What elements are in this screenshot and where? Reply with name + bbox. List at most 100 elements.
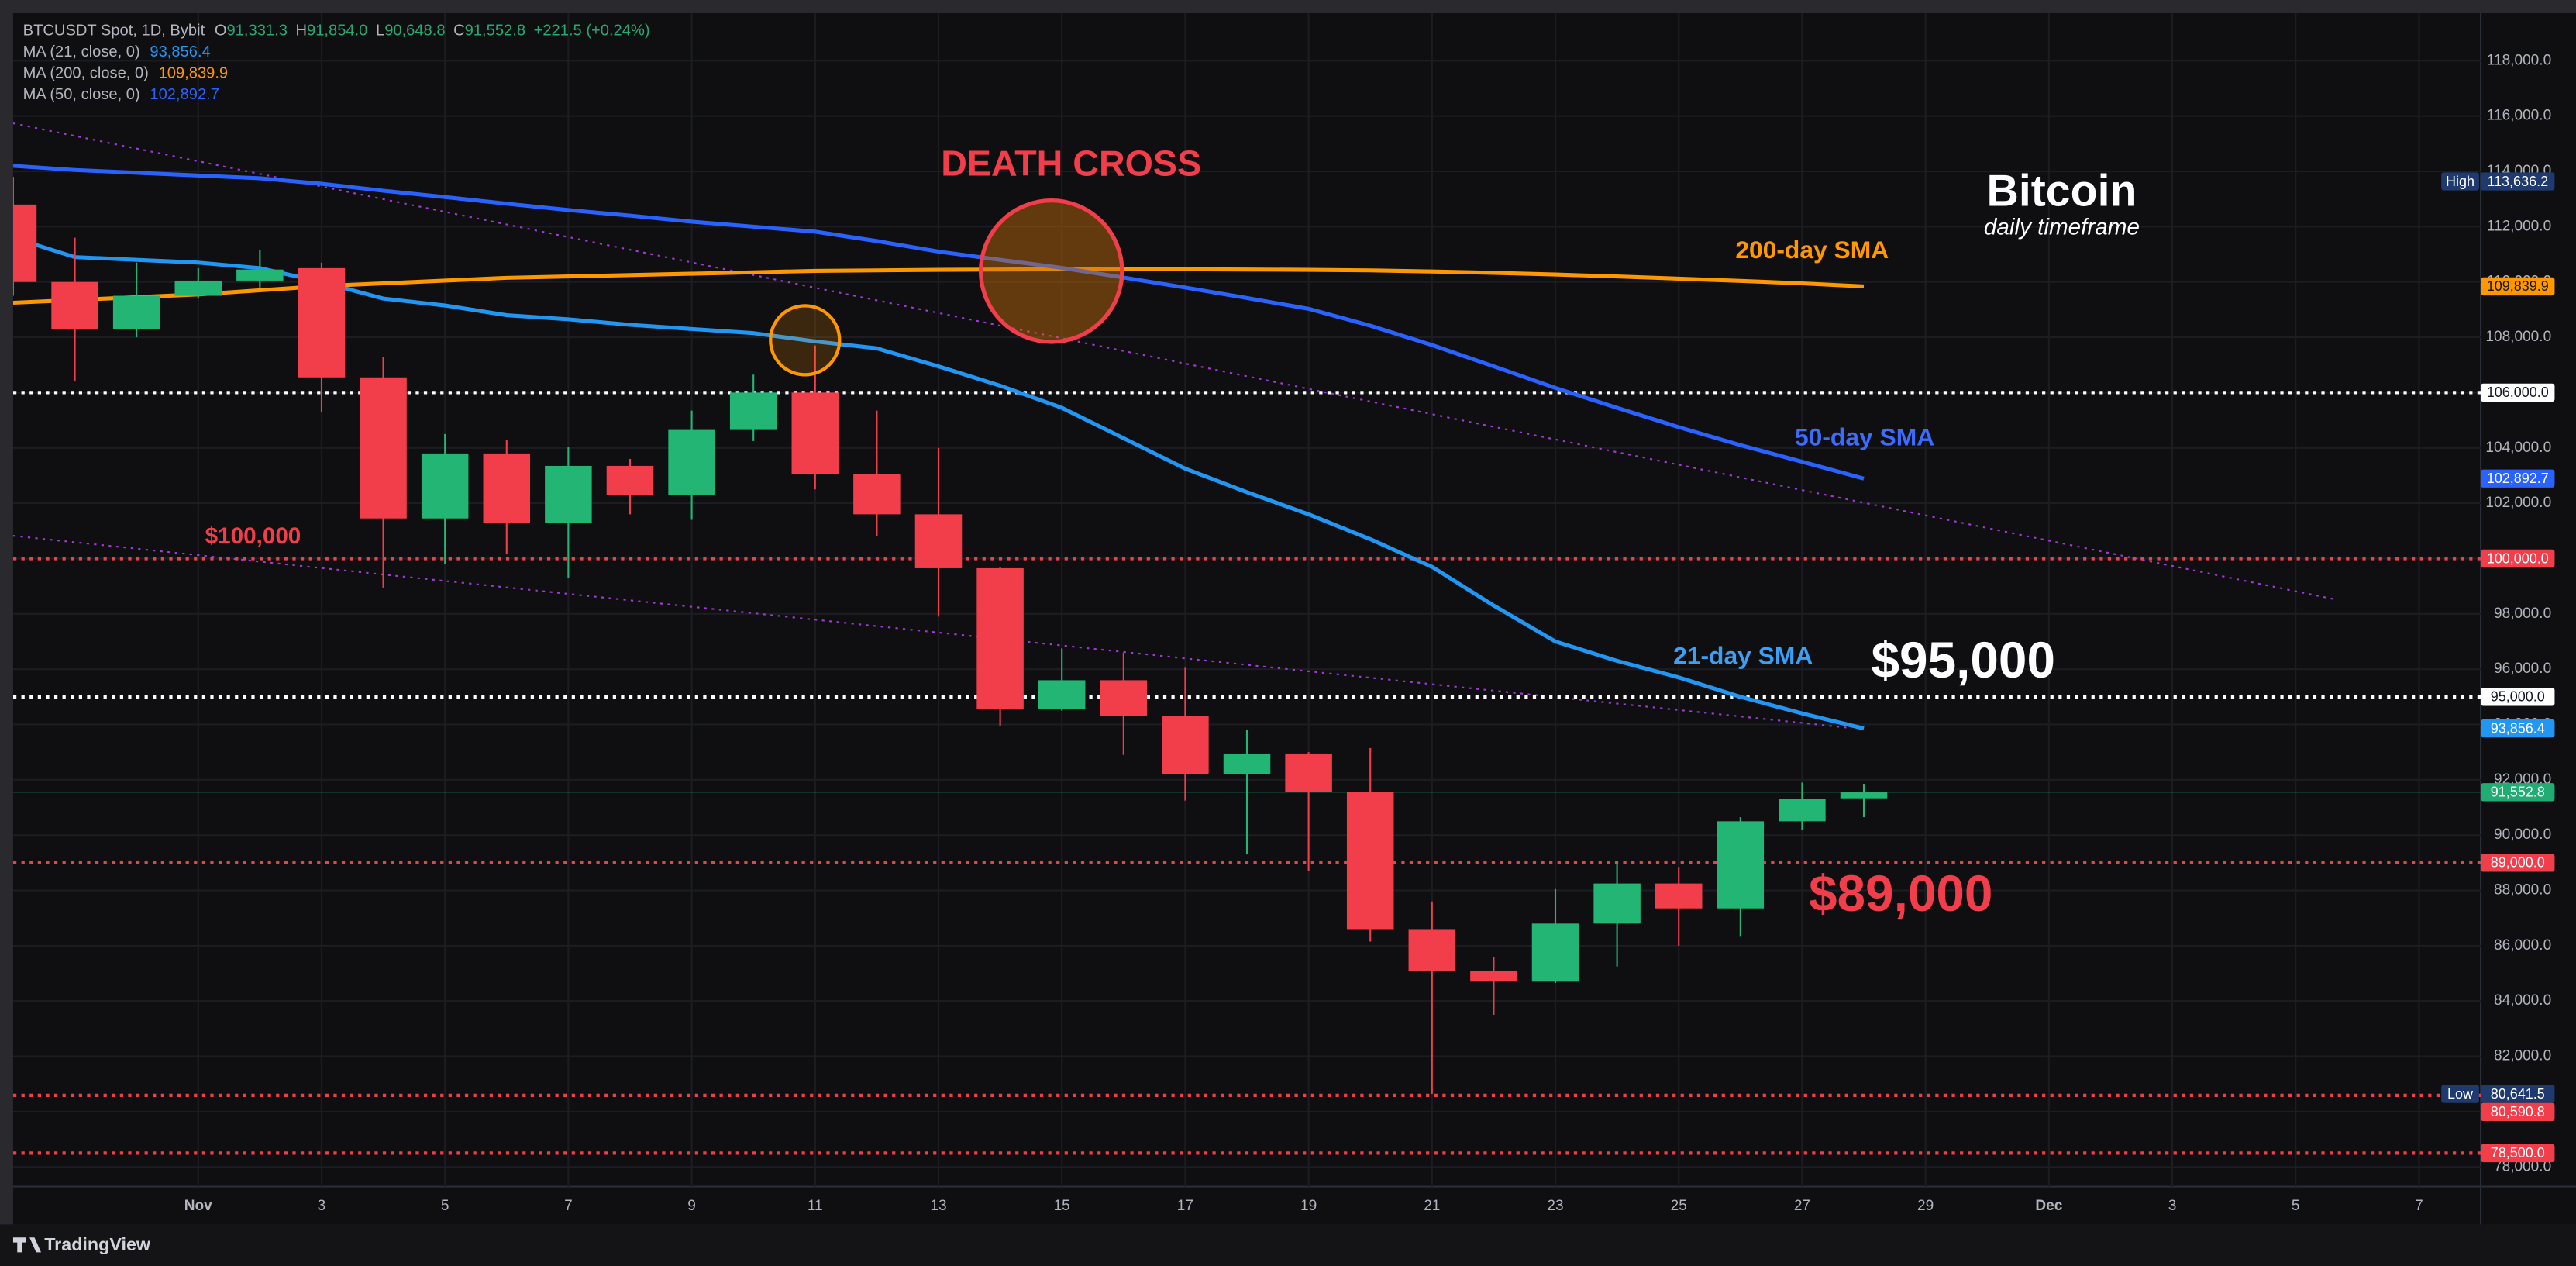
price-tag-label: 102,892.7	[2487, 471, 2549, 486]
death-cross-marker	[978, 198, 1124, 344]
legend: BTCUSDT Spot, 1D, Bybit O91,331.3 H91,854.…	[23, 22, 650, 104]
legend-ma-value: 102,892.7	[150, 86, 219, 103]
annotation: $95,000	[1872, 632, 2056, 688]
plot-area	[12, 122, 2481, 1155]
x-tick-label: 19	[1300, 1198, 1317, 1214]
candle-body	[1779, 799, 1826, 822]
price-tag-prefix-label: Low	[2447, 1086, 2474, 1102]
moving-average-line	[12, 164, 1865, 481]
price-axis: 78,000.080,000.082,000.084,000.086,000.0…	[184, 52, 2555, 1214]
candle-body	[174, 280, 222, 296]
y-tick-label: 112,000.0	[2487, 218, 2551, 234]
candle-body	[545, 465, 592, 523]
x-tick-label: 23	[1547, 1198, 1563, 1214]
price-tag-label: 91,552.8	[2491, 785, 2545, 800]
legend-key: C	[453, 22, 465, 40]
legend-change: +221.5 (+0.24%)	[534, 22, 650, 40]
x-tick-label: 21	[1424, 1198, 1440, 1214]
x-tick-label: 13	[930, 1198, 946, 1214]
legend-ma-value: 109,839.9	[159, 65, 229, 82]
price-tag-label: 93,856.4	[2491, 720, 2545, 736]
price-tag	[2481, 854, 2555, 872]
x-tick-label: 27	[1794, 1198, 1810, 1214]
annotation: 200-day SMA	[1735, 236, 1889, 264]
legend-ma-name: MA (21, close, 0)	[23, 43, 140, 60]
candle-body	[791, 392, 839, 474]
legend-value: 91,854.0	[307, 22, 367, 40]
candle-body	[729, 392, 777, 430]
y-tick-label: 116,000.0	[2487, 108, 2551, 124]
candle-body	[853, 474, 901, 515]
price-tag-prefix	[2441, 1085, 2479, 1103]
trendline	[12, 535, 1852, 730]
x-tick-label: 17	[1177, 1198, 1193, 1214]
y-tick-label: 86,000.0	[2494, 937, 2551, 954]
y-tick-label: 90,000.0	[2494, 826, 2551, 843]
candle-body	[1531, 923, 1579, 982]
price-tag-label: 113,636.2	[2487, 174, 2548, 189]
annotation: 50-day SMA	[1795, 423, 1934, 450]
logo-icon	[12, 1237, 41, 1253]
candle-body	[606, 465, 654, 495]
candle-body	[1717, 821, 1765, 909]
price-tag-label: 89,000.0	[2491, 855, 2545, 871]
y-tick-label: 88,000.0	[2494, 882, 2551, 899]
price-tag	[2481, 383, 2555, 402]
legend-key: O	[215, 22, 227, 40]
price-tag-label: 78,500.0	[2491, 1145, 2545, 1161]
annotation: $100,000	[205, 523, 301, 549]
x-tick-label: 9	[687, 1198, 696, 1214]
legend-ma-name: MA (50, close, 0)	[23, 86, 140, 103]
candle-body	[1100, 680, 1148, 716]
y-tick-label: 78,000.0	[2494, 1158, 2551, 1175]
price-tag-prefix	[2441, 172, 2479, 191]
candle-body	[51, 281, 98, 329]
price-tag-label: 106,000.0	[2487, 385, 2549, 400]
y-tick-label: 104,000.0	[2485, 440, 2551, 456]
x-tick-label: 3	[2168, 1198, 2177, 1214]
candle-body	[668, 429, 715, 495]
y-tick-label: 102,000.0	[2485, 495, 2551, 511]
x-tick-label: 15	[1054, 1198, 1070, 1214]
y-tick-label: 84,000.0	[2494, 992, 2551, 1009]
legend-symbol: BTCUSDT Spot, 1D, Bybit	[23, 22, 205, 40]
price-tag	[2481, 172, 2555, 191]
chart-background	[12, 12, 2576, 1225]
annotations: DEATH CROSS Bitcoin daily timeframe 200-…	[205, 143, 2140, 921]
candle-body	[12, 204, 37, 282]
price-tag	[2481, 1102, 2555, 1122]
price-tag	[2481, 688, 2555, 706]
price-tag	[2481, 469, 2555, 488]
candle-body	[1593, 883, 1641, 924]
candle-body	[360, 377, 407, 519]
x-tick-label: 29	[1917, 1198, 1934, 1214]
price-tag	[2481, 1144, 2555, 1163]
price-tag	[2481, 277, 2555, 296]
candle-body	[1470, 970, 1517, 982]
x-tick-label: 7	[564, 1198, 573, 1214]
candle-body	[112, 295, 160, 329]
price-tag-label: 80,590.8	[2491, 1104, 2545, 1119]
cross-marker	[769, 304, 842, 377]
y-tick-label: 82,000.0	[2494, 1048, 2551, 1064]
legend-line: MA (50, close, 0) 102,892.7	[23, 86, 219, 103]
x-tick-label: 7	[2415, 1198, 2423, 1214]
y-tick-label: 96,000.0	[2494, 661, 2551, 677]
price-tag	[2481, 783, 2555, 802]
x-tick-label: 5	[441, 1198, 449, 1214]
candle-body	[976, 567, 1024, 709]
price-tag-prefix-label: High	[2446, 174, 2474, 189]
legend-line: BTCUSDT Spot, 1D, Bybit O91,331.3 H91,854.…	[23, 22, 650, 40]
legend-line: MA (21, close, 0) 93,856.4	[23, 43, 211, 60]
price-tag-label: 95,000.0	[2491, 689, 2545, 705]
x-tick-label: 5	[2292, 1198, 2300, 1214]
candle-body	[1840, 792, 1888, 799]
legend-ma-value: 93,856.4	[150, 43, 210, 60]
candle-body	[914, 514, 963, 568]
price-tag	[2481, 549, 2555, 568]
candle-body	[483, 453, 531, 523]
legend-value: 90,648.8	[384, 22, 445, 40]
legend-key: L	[376, 22, 384, 40]
legend-ma-name: MA (200, close, 0)	[23, 65, 149, 82]
price-tag	[2481, 1085, 2555, 1103]
